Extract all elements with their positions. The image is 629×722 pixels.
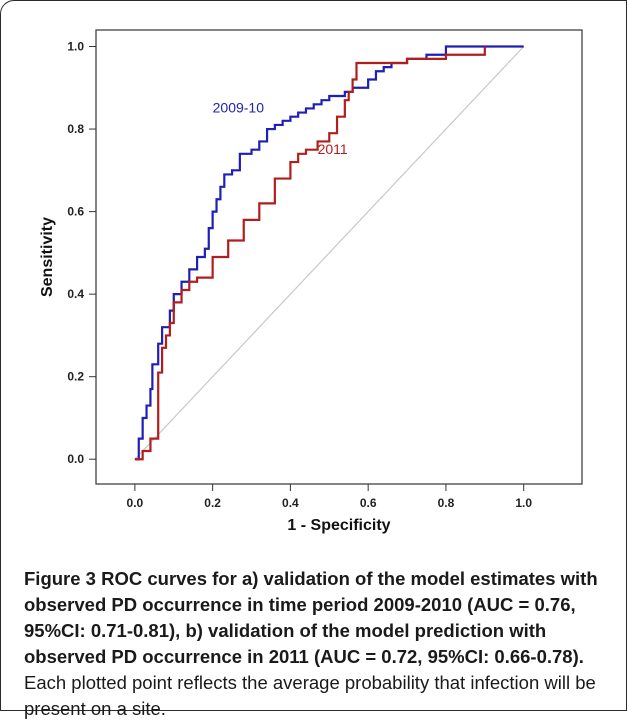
y-tick-label: 0.2 xyxy=(67,370,84,384)
series-line-2011 xyxy=(134,46,486,461)
y-tick-label: 0.4 xyxy=(67,287,84,301)
y-tick-label: 0.8 xyxy=(67,122,84,136)
x-tick-label: 0.2 xyxy=(204,496,221,510)
roc-plot-svg: 0.0 0.2 0.4 0.6 0.8 1.0 0.0 0.2 0.4 0.6 0.8 1.0 1 - … xyxy=(39,29,583,534)
plot-area-border xyxy=(95,29,583,485)
roc-chart: 0.0 0.2 0.4 0.6 0.8 1.0 0.0 0.2 0.4 0.6 0.8 1.0 1 - … xyxy=(39,29,583,534)
x-tick-label: 0.8 xyxy=(438,496,455,510)
caption-bold: Figure 3 ROC curves for a) validation of… xyxy=(24,568,598,667)
y-tick-label: 0.6 xyxy=(67,205,84,219)
series-annotation: 2011 xyxy=(318,141,348,157)
reference-diagonal xyxy=(134,46,525,460)
figure-caption: Figure 3 ROC curves for a) validation of… xyxy=(24,566,609,722)
x-axis-label: 1 - Specificity xyxy=(287,517,390,534)
caption-text: Each plotted point reflects the average … xyxy=(24,672,596,719)
x-tick-label: 0.6 xyxy=(360,496,377,510)
x-tick-label: 0.0 xyxy=(127,496,144,510)
y-tick-label: 1.0 xyxy=(67,40,84,54)
y-tick-label: 0.0 xyxy=(67,452,84,466)
series-annotation: 2009-10 xyxy=(213,100,265,116)
x-tick-label: 1.0 xyxy=(515,496,532,510)
series-line-2009-10 xyxy=(134,45,524,461)
x-tick-label: 0.4 xyxy=(282,496,299,510)
y-axis-label: Sensitivity xyxy=(39,217,56,297)
